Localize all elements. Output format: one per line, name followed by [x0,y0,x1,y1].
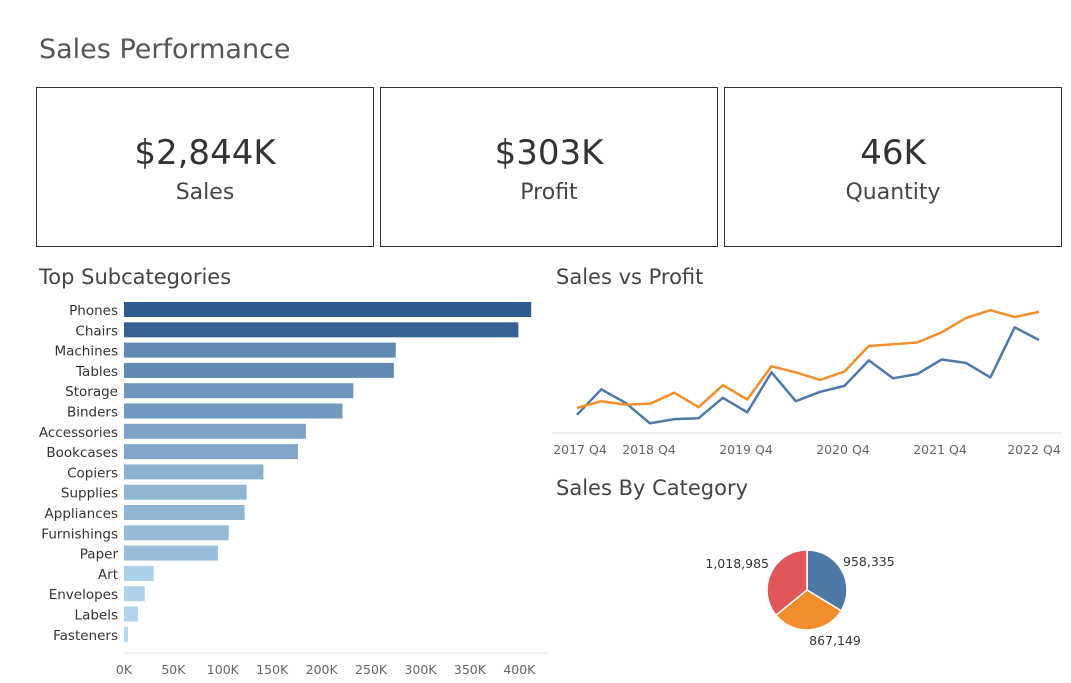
bar-label: Storage [65,384,118,400]
bar-accessories [124,423,306,439]
kpi-card-sales[interactable]: $2,844K Sales [36,87,374,247]
bar-label: Bookcases [46,445,118,461]
bar-bookcases [124,444,298,460]
x-tick-label: 300K [404,662,437,677]
bar-fasteners [124,626,128,642]
bar-machines [124,342,396,358]
bar-label: Paper [80,547,119,563]
bar-label: Envelopes [49,587,118,603]
bar-chart-title: Top Subcategories [39,265,232,289]
bar-label: Chairs [75,323,118,339]
profit-line [576,308,1040,410]
bar-storage [124,383,354,399]
bar-appliances [124,505,245,520]
pie-slice-orange [774,589,843,631]
x-tick-label: 2020 Q4 [816,442,870,457]
line-chart-title: Sales vs Profit [556,265,704,289]
x-tick-label: 2018 Q4 [622,442,676,457]
page-title: Sales Performance [39,34,291,65]
x-tick-label: 200K [306,662,339,677]
bar-label: Accessories [39,425,118,441]
bar-phones [124,302,532,317]
sales-profit-line-chart: 2017 Q4 2018 Q4 2019 Q4 2020 Q4 2021 Q4 2022 … [552,308,1062,457]
x-tick-label: 2017 Q4 [553,442,607,457]
kpi-label-quantity: Quantity [845,180,941,205]
x-tick-label: 2022 Q4 [1007,442,1061,457]
bar-label: Copiers [67,465,118,481]
x-tick-label: 100K [207,662,240,677]
bar-label: Machines [54,344,118,360]
kpi-value-quantity: 46K [860,133,926,173]
bar-paper [124,545,218,561]
bar-labels [124,606,138,622]
kpi-card-profit[interactable]: $303K Profit [380,87,718,247]
bar-furnishings [124,525,229,541]
bar-label: Art [98,567,118,583]
bar-envelopes [124,586,145,602]
bar-label: Tables [75,364,118,380]
bar-label: Phones [69,303,118,319]
bar-tables [124,362,394,378]
pie-label: 958,335 [843,554,895,569]
bar-label: Furnishings [41,526,118,542]
bar-label: Labels [75,608,118,624]
x-tick-label: 50K [161,662,186,677]
pie-label: 867,149 [809,633,861,648]
kpi-label-sales: Sales [175,180,235,205]
kpi-value-profit: $303K [494,133,604,173]
kpi-value-sales: $2,844K [134,133,276,173]
pie-label: 1,018,985 [705,556,769,571]
bar-supplies [124,484,247,500]
x-tick-label: 150K [256,662,289,677]
bar-art [124,565,154,581]
kpi-label-profit: Profit [520,180,578,205]
bar-binders [124,403,343,419]
pie-chart-title: Sales By Category [556,476,749,500]
bar-label: Supplies [61,486,118,502]
x-tick-label: 350K [454,662,487,677]
bar-label: Fasteners [53,628,118,644]
pie-slice-red [766,549,808,617]
x-tick-label: 2021 Q4 [913,442,967,457]
bar-label: Appliances [45,506,118,522]
sales-line [576,326,1040,425]
x-tick-label: 400K [503,662,536,677]
bar-copiers [124,464,264,480]
x-tick-label: 0K [116,662,133,677]
bar-label: Binders [67,405,118,421]
subcategory-bar-chart: Phones Chairs Machines Tables Storage Binders… [39,302,548,677]
bar-chairs [124,322,519,338]
category-pie-chart: 958,335 867,149 1,018,985 [705,549,895,648]
x-tick-label: 250K [355,662,388,677]
kpi-card-quantity[interactable]: 46K Quantity [724,87,1062,247]
x-tick-label: 2019 Q4 [719,442,773,457]
